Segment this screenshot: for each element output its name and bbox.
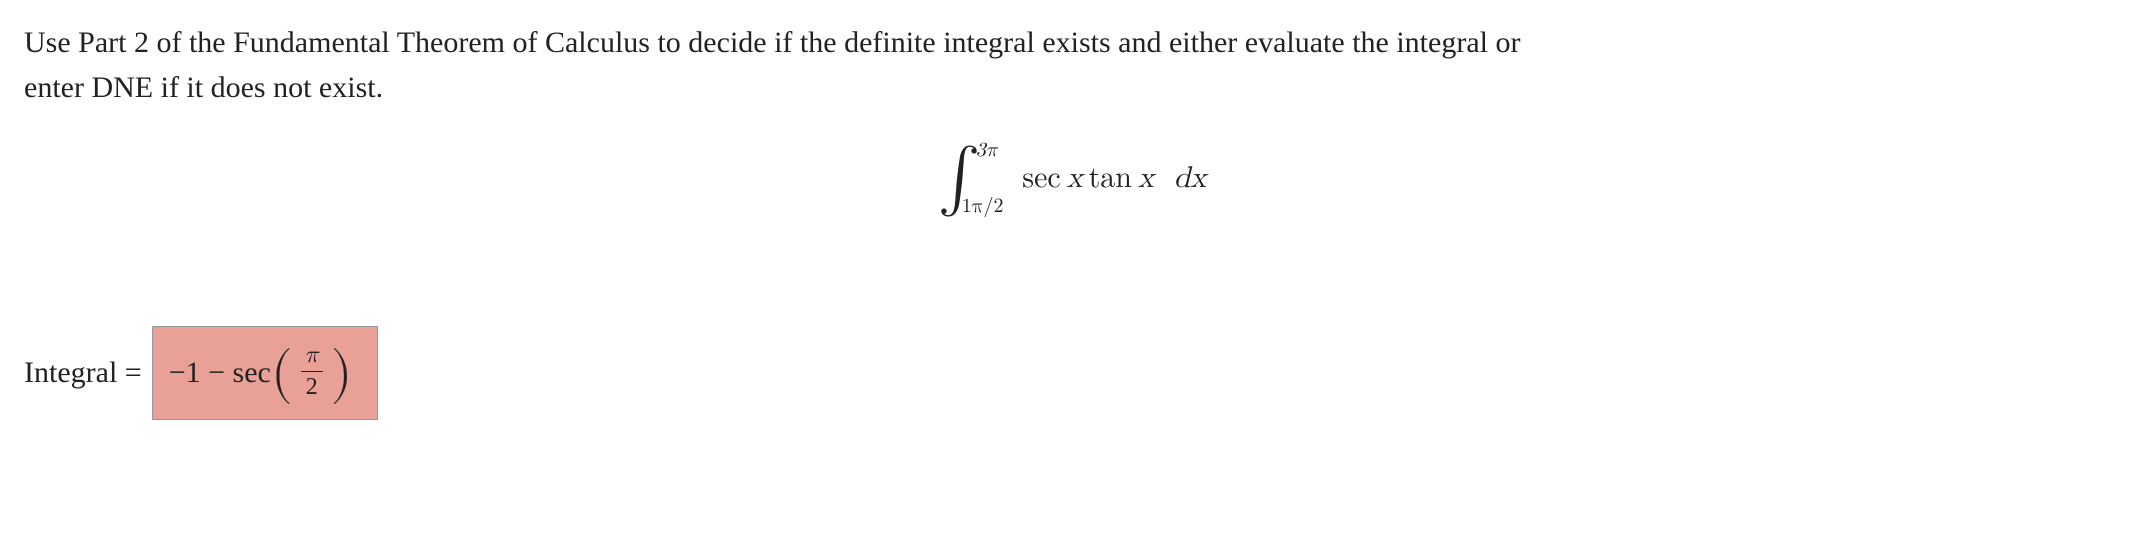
answer-row: Integral = −1 − sec ( π 2 ) [24, 326, 2120, 420]
fraction-numerator: π [301, 342, 323, 368]
answer-fraction: π 2 [301, 342, 323, 400]
fraction-bar-icon [301, 371, 323, 372]
differential-dx: dx [1174, 163, 1207, 193]
sec-func: sec [1022, 163, 1060, 193]
right-paren-icon: ) [331, 345, 353, 401]
upper-limit: 3π [976, 138, 998, 162]
integral-expression: ∫ 3π 1π/2 sec x tan x dx [938, 146, 1207, 210]
answer-label: Integral = [24, 356, 142, 390]
answer-expression: −1 − sec ( π 2 ) [169, 344, 353, 402]
integral-sign-wrap: ∫ 3π 1π/2 [938, 146, 981, 210]
fraction-denominator: 2 [302, 374, 322, 400]
tan-func: tan [1089, 163, 1132, 193]
answer-paren-group: ( π 2 ) [271, 344, 353, 402]
lower-limit: 1π/2 [962, 194, 1004, 218]
var-x-2: x [1138, 163, 1154, 193]
answer-prefix: −1 − sec [169, 356, 271, 390]
answer-input[interactable]: −1 − sec ( π 2 ) [152, 326, 378, 420]
left-paren-icon: ( [271, 345, 293, 401]
question-prompt: Use Part 2 of the Fundamental Theorem of… [24, 20, 2120, 110]
var-x-1: x [1067, 163, 1083, 193]
prompt-line-2: enter DNE if it does not exist. [24, 71, 383, 104]
prompt-line-1: Use Part 2 of the Fundamental Theorem of… [24, 26, 1520, 59]
integral-display: ∫ 3π 1π/2 sec x tan x dx [24, 146, 2120, 256]
integrand: sec x tan x dx [1022, 160, 1206, 196]
